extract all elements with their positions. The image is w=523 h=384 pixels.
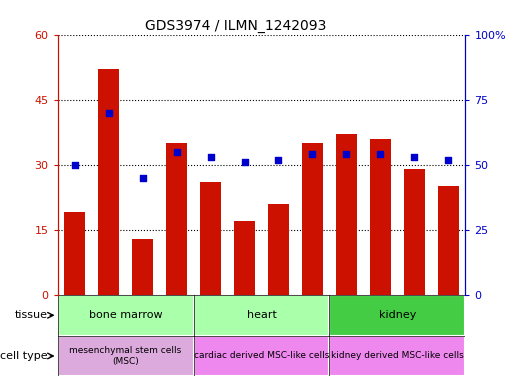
Bar [58, 336, 194, 376]
Text: kidney derived MSC-like cells: kidney derived MSC-like cells [331, 351, 464, 361]
Text: cell type: cell type [0, 351, 47, 361]
Bar [98, 69, 119, 295]
Point [241, 159, 249, 165]
Bar [64, 212, 85, 295]
Text: tissue: tissue [14, 310, 47, 320]
Bar [336, 134, 357, 295]
Bar [58, 295, 194, 336]
Text: heart: heart [246, 310, 277, 320]
Bar [302, 143, 323, 295]
Bar [268, 204, 289, 295]
Point [70, 162, 78, 168]
Point [411, 154, 419, 160]
Point [309, 151, 317, 157]
Point [275, 156, 283, 162]
Point [206, 154, 215, 160]
Point [445, 156, 453, 162]
Bar [234, 221, 255, 295]
Text: mesenchymal stem cells
(MSC): mesenchymal stem cells (MSC) [70, 346, 181, 366]
Bar [404, 169, 425, 295]
Point [173, 149, 181, 155]
Bar [329, 295, 465, 336]
Bar [194, 295, 329, 336]
Point [138, 175, 146, 181]
Bar [166, 143, 187, 295]
Point [105, 109, 113, 116]
Point [377, 151, 385, 157]
Bar [329, 336, 465, 376]
Bar [370, 139, 391, 295]
Text: bone marrow: bone marrow [89, 310, 162, 320]
Text: kidney: kidney [379, 310, 416, 320]
Bar [438, 187, 459, 295]
Text: cardiac derived MSC-like cells: cardiac derived MSC-like cells [194, 351, 329, 361]
Bar [132, 238, 153, 295]
Text: GDS3974 / ILMN_1242093: GDS3974 / ILMN_1242093 [145, 19, 326, 33]
Bar [200, 182, 221, 295]
Bar [194, 336, 329, 376]
Point [343, 151, 351, 157]
